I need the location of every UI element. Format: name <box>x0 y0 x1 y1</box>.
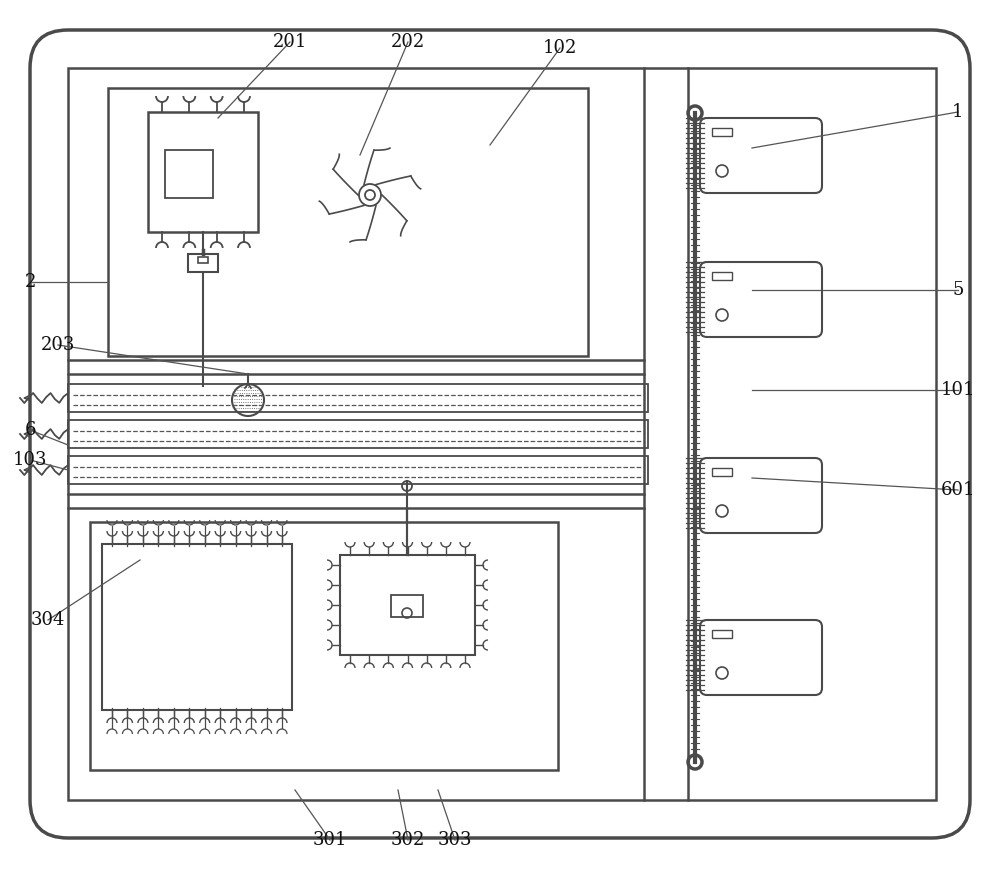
Bar <box>712 468 732 476</box>
Bar <box>68 420 648 448</box>
Bar <box>68 456 648 484</box>
Text: 2: 2 <box>24 273 36 291</box>
Text: 302: 302 <box>391 831 425 849</box>
Bar <box>108 88 588 356</box>
Text: 101: 101 <box>941 381 975 399</box>
Bar <box>391 595 423 617</box>
Bar <box>68 68 936 800</box>
Bar <box>340 555 475 655</box>
Bar <box>188 254 218 272</box>
Text: 103: 103 <box>13 451 47 469</box>
Bar <box>712 630 732 638</box>
Bar <box>198 257 208 263</box>
Text: 5: 5 <box>952 281 964 299</box>
Text: 303: 303 <box>438 831 472 849</box>
Bar <box>68 384 648 412</box>
Text: 301: 301 <box>313 831 347 849</box>
Bar <box>712 128 732 136</box>
Text: 203: 203 <box>41 336 75 354</box>
Text: 1: 1 <box>952 103 964 121</box>
Text: 304: 304 <box>31 611 65 629</box>
Bar <box>165 150 213 198</box>
Text: 202: 202 <box>391 33 425 51</box>
Text: 102: 102 <box>543 39 577 57</box>
Bar <box>148 112 258 232</box>
Text: 6: 6 <box>24 421 36 439</box>
Text: 601: 601 <box>941 481 975 499</box>
Bar <box>102 544 292 710</box>
Bar <box>712 272 732 280</box>
Text: 201: 201 <box>273 33 307 51</box>
Bar <box>90 522 558 770</box>
